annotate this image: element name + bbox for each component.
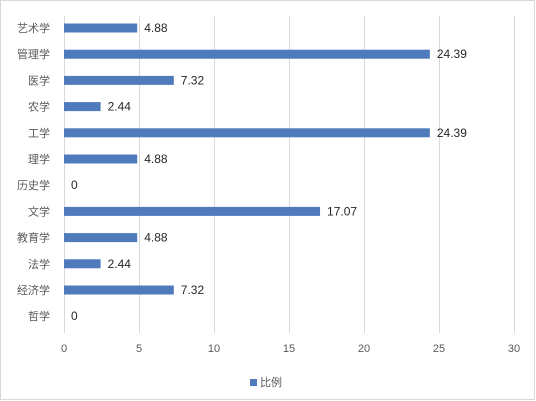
bar [64, 259, 101, 269]
x-axis-tick-labels: 0 5 10 15 20 25 30 [61, 343, 520, 355]
x-tick-label: 10 [208, 343, 220, 355]
data-label: 0 [71, 178, 78, 192]
x-tick-label: 0 [61, 343, 67, 355]
category-label: 医学 [28, 73, 50, 87]
legend-label-bili: 比例 [260, 375, 282, 389]
x-tick-label: 25 [433, 343, 445, 355]
x-tick-label: 30 [508, 343, 520, 355]
data-label: 24.39 [437, 47, 467, 61]
bar [64, 23, 138, 33]
legend-swatch [250, 379, 257, 386]
category-label: 理学 [28, 152, 50, 166]
bar [64, 128, 430, 138]
category-label: 工学 [28, 126, 50, 140]
category-label: 艺术学 [17, 21, 50, 35]
data-label: 0 [71, 309, 78, 323]
bar [64, 285, 174, 295]
data-label: 4.88 [144, 21, 168, 35]
data-label: 2.44 [108, 257, 132, 271]
category-label: 文学 [28, 204, 50, 218]
value-labels: 4.88 24.39 7.32 2.44 24.39 4.88 0 17.07 4.88 2.44… [71, 21, 467, 323]
data-label: 17.07 [327, 204, 357, 218]
data-label: 7.32 [181, 73, 205, 87]
x-tick-label: 15 [283, 343, 295, 355]
category-label: 哲学 [28, 309, 50, 323]
category-label: 管理学 [17, 47, 50, 61]
gridlines [64, 16, 515, 333]
category-label: 历史学 [17, 178, 50, 192]
data-label: 4.88 [144, 152, 168, 166]
bar [64, 49, 430, 59]
category-label: 农学 [28, 100, 50, 114]
bar [64, 75, 174, 85]
data-label: 2.44 [108, 100, 132, 114]
legend: 比例 [250, 375, 282, 389]
data-label: 4.88 [144, 231, 168, 245]
x-tick-label: 20 [358, 343, 370, 355]
bar [64, 206, 321, 216]
bar [64, 154, 138, 164]
x-tick-label: 5 [136, 343, 142, 355]
category-label: 法学 [28, 257, 50, 271]
category-label: 经济学 [17, 283, 50, 297]
data-label: 24.39 [437, 126, 467, 140]
data-label: 7.32 [181, 283, 205, 297]
category-label: 教育学 [17, 231, 50, 245]
bar [64, 102, 101, 112]
bar [64, 233, 138, 243]
bars [64, 23, 430, 295]
